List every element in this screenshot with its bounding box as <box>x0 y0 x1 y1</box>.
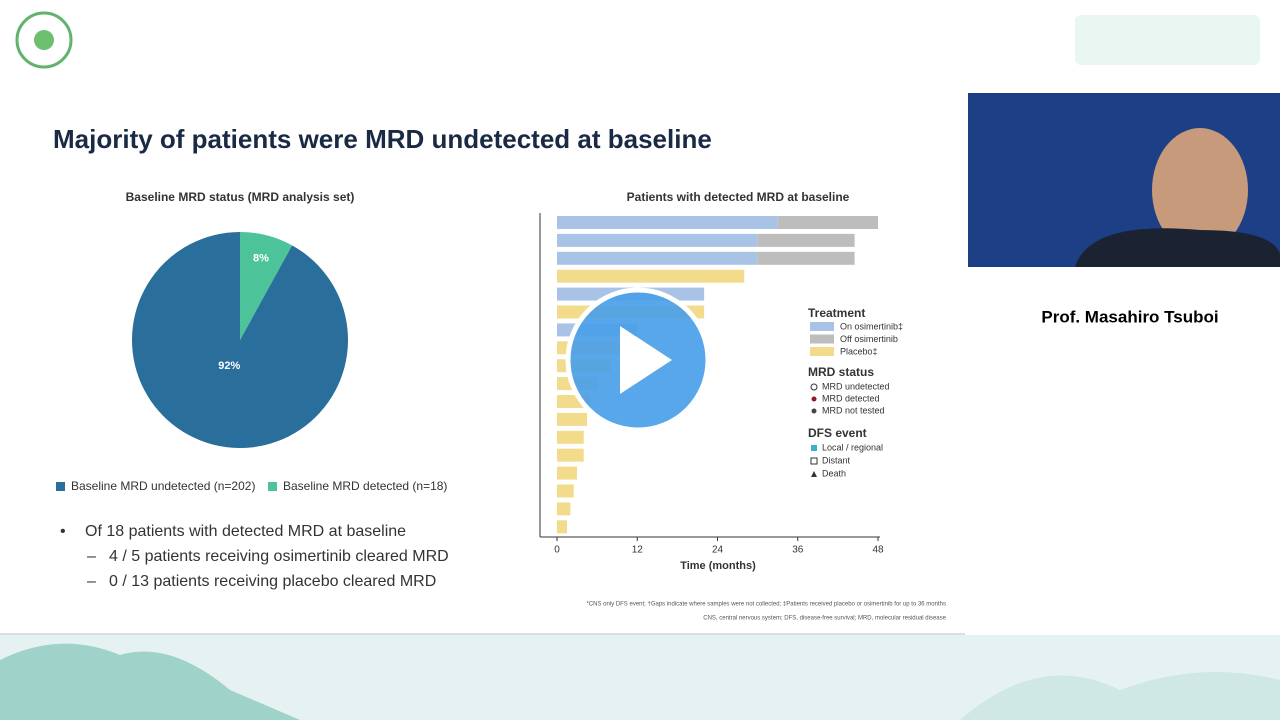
legend-label: Baseline MRD detected (n=18) <box>283 479 447 493</box>
footer-art <box>960 672 1280 720</box>
swim-bar <box>557 412 588 426</box>
pie-slice <box>131 232 348 448</box>
pie-label: 8% <box>253 252 269 264</box>
legend-symbol <box>811 396 817 402</box>
legend-label: Death <box>822 468 846 478</box>
pie-slice <box>240 232 293 340</box>
swim-bar <box>557 233 758 247</box>
footnote: *CNS only DFS event; †Gaps indicate wher… <box>586 602 946 608</box>
swim-bar <box>557 484 574 498</box>
legend-swatch <box>810 347 834 356</box>
legend-symbol <box>810 457 818 465</box>
pie-label: 92% <box>218 360 240 372</box>
legend-label: MRD undetected <box>822 381 890 391</box>
bullet-marker: – <box>87 573 96 590</box>
legend-symbol <box>811 471 817 477</box>
legend-swatch <box>268 482 277 491</box>
x-tick-label: 12 <box>632 545 644 556</box>
legend-symbol <box>811 445 817 451</box>
swim-bar <box>557 251 758 265</box>
legend-symbol <box>811 408 817 414</box>
legend-label: Off osimertinib <box>840 334 898 344</box>
legend-swatch <box>56 482 65 491</box>
swim-bar <box>557 430 584 444</box>
swim-bar <box>557 448 584 462</box>
swim-bar <box>757 251 855 265</box>
legend-symbol <box>810 383 818 391</box>
footer-art <box>0 643 300 720</box>
legend-swatch <box>810 322 834 331</box>
webcam-person <box>1075 228 1280 267</box>
swim-bar <box>557 466 578 480</box>
legend-label: On osimertinib‡ <box>840 321 903 331</box>
swim-bar <box>777 216 878 229</box>
slide-title: Majority of patients were MRD undetected… <box>53 124 712 154</box>
pie-title: Baseline MRD status (MRD analysis set) <box>126 190 355 204</box>
swim-bar <box>757 233 855 247</box>
logo <box>34 30 54 50</box>
play-icon[interactable] <box>620 326 672 394</box>
bullet-marker: – <box>87 548 96 565</box>
x-tick-label: 0 <box>554 545 560 556</box>
legend-title: DFS event <box>808 426 867 440</box>
speaker-name: Prof. Masahiro Tsuboi <box>1041 307 1218 326</box>
x-tick-label: 48 <box>872 545 884 556</box>
swim-bar <box>557 502 571 516</box>
swimmer-title: Patients with detected MRD at baseline <box>627 190 850 204</box>
legend-label: MRD detected <box>822 393 880 403</box>
swim-bar <box>557 269 745 283</box>
x-tick-label: 36 <box>792 545 804 556</box>
bullet: 0 / 13 patients receiving placebo cleare… <box>109 573 436 590</box>
legend-label: Baseline MRD undetected (n=202) <box>71 479 255 493</box>
bullet: 4 / 5 patients receiving osimertinib cle… <box>109 548 449 565</box>
legend-label: Placebo‡ <box>840 346 878 356</box>
swim-bar <box>557 520 568 534</box>
play-button[interactable] <box>565 287 711 433</box>
legend-title: MRD status <box>808 365 874 379</box>
legend-label: Local / regional <box>822 442 883 452</box>
x-axis-title: Time (months) <box>680 560 756 572</box>
webcam-person <box>1152 128 1248 252</box>
bullet: Of 18 patients with detected MRD at base… <box>85 523 406 540</box>
legend-label: Distant <box>822 455 851 465</box>
footnote: CNS, central nervous system; DFS, diseas… <box>703 616 946 622</box>
legend-label: MRD not tested <box>822 405 885 415</box>
bullet-marker: • <box>60 523 66 540</box>
logo <box>15 11 73 69</box>
legend-swatch <box>810 334 834 344</box>
x-tick-label: 24 <box>712 545 724 556</box>
logo <box>1075 15 1260 65</box>
swim-bar <box>557 216 778 229</box>
legend-title: Treatment <box>808 306 865 320</box>
